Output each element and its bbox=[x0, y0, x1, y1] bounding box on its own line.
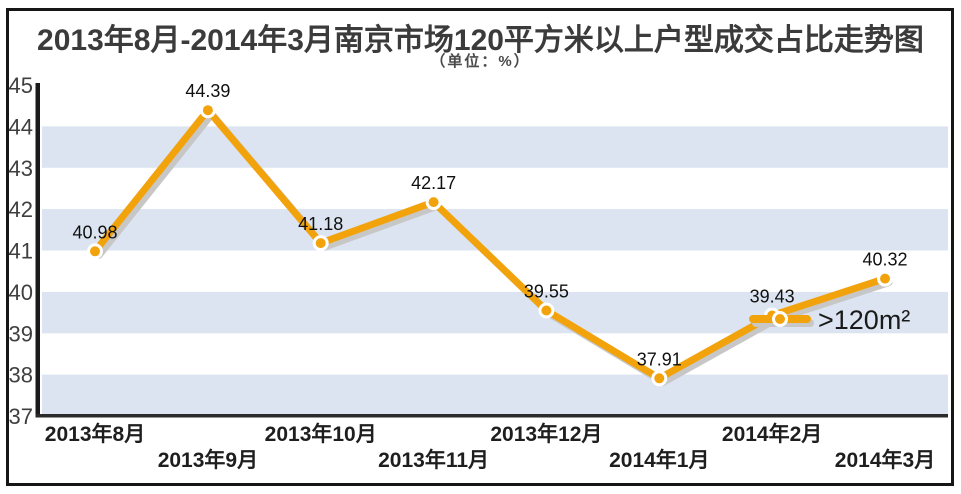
x-tick-label: 2014年3月 bbox=[835, 448, 935, 472]
x-axis-line bbox=[35, 414, 948, 418]
x-tick-label: 2013年12月 bbox=[490, 422, 602, 446]
data-point-label: 41.18 bbox=[298, 214, 343, 234]
data-point-marker bbox=[425, 194, 442, 211]
x-tick-label: 2013年9月 bbox=[158, 448, 258, 472]
data-point-label: 37.91 bbox=[637, 349, 682, 369]
y-tick-label: 37 bbox=[9, 404, 33, 429]
chart-unit-note: （单位：%） bbox=[430, 53, 531, 70]
grid-band bbox=[42, 374, 948, 416]
grid-band bbox=[42, 209, 948, 251]
y-tick-label: 39 bbox=[9, 321, 33, 346]
data-point-marker bbox=[651, 370, 668, 387]
chart-title: 2013年8月-2014年3月南京市场120平方米以上户型成交占比走势图 bbox=[37, 24, 924, 57]
y-tick-label: 43 bbox=[9, 156, 33, 181]
data-point-marker bbox=[87, 243, 103, 260]
y-tick-label: 44 bbox=[9, 114, 33, 139]
y-axis-line bbox=[35, 83, 40, 417]
data-point-label: 42.17 bbox=[411, 173, 456, 193]
grid-band bbox=[42, 291, 948, 334]
data-point-marker bbox=[877, 270, 893, 287]
y-tick-label: 38 bbox=[9, 363, 33, 388]
data-point-label: 44.39 bbox=[185, 81, 230, 101]
y-tick-label: 41 bbox=[9, 239, 33, 264]
data-point-label: 39.55 bbox=[524, 282, 569, 302]
legend-marker bbox=[772, 311, 788, 327]
y-tick-label: 40 bbox=[9, 280, 33, 305]
legend-label: >120m² bbox=[818, 305, 910, 335]
x-tick-label: 2014年1月 bbox=[609, 448, 709, 472]
y-tick-label: 45 bbox=[9, 73, 33, 98]
y-tick-label: 42 bbox=[9, 197, 33, 222]
data-point-marker bbox=[312, 235, 329, 252]
data-point-marker bbox=[199, 102, 216, 119]
x-tick-label: 2013年11月 bbox=[378, 448, 489, 472]
x-tick-label: 2013年10月 bbox=[265, 422, 377, 446]
data-point-marker bbox=[538, 302, 555, 319]
data-point-label: 40.98 bbox=[72, 222, 117, 242]
data-point-label: 40.32 bbox=[862, 250, 907, 270]
x-tick-label: 2013年8月 bbox=[45, 422, 145, 446]
series-line bbox=[91, 106, 889, 382]
x-tick-label: 2014年2月 bbox=[722, 422, 822, 446]
data-point-label: 39.43 bbox=[750, 287, 795, 307]
